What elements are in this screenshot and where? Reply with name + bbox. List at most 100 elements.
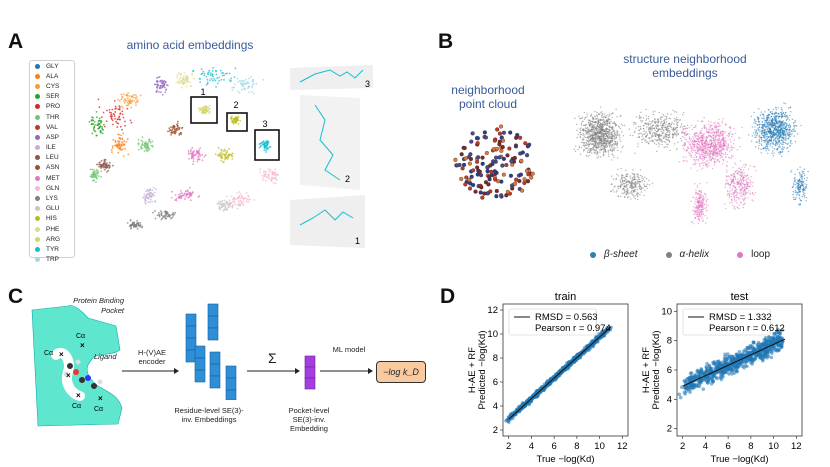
embedding-point (601, 146, 603, 149)
embedding-point (171, 216, 174, 219)
embedding-point (697, 139, 700, 141)
embedding-point (779, 151, 781, 153)
embedding-point (120, 144, 123, 147)
embedding-point (148, 147, 151, 150)
embedding-point (782, 120, 784, 122)
embedding-point (599, 156, 602, 158)
embedding-point (703, 150, 705, 153)
embedding-point (202, 70, 205, 73)
embedding-point (589, 122, 592, 124)
embedding-point (123, 143, 126, 146)
inset-box-1 (190, 96, 218, 124)
atom (467, 154, 472, 160)
atom (478, 190, 483, 195)
embedding-point (749, 165, 752, 167)
embedding-point (603, 135, 605, 137)
embedding-point (794, 124, 797, 127)
embedding-point (730, 193, 733, 195)
embedding-point (600, 112, 602, 114)
embedding-point (691, 141, 693, 143)
embedding-point (262, 140, 264, 143)
embedding-point (630, 198, 632, 200)
embedding-point (696, 186, 699, 189)
embedding-point (784, 111, 787, 114)
embedding-point (662, 131, 664, 133)
embedding-point (789, 106, 792, 108)
embedding-point (591, 125, 593, 127)
embedding-point (786, 147, 788, 150)
embedding-point (176, 124, 179, 127)
embedding-point (611, 139, 613, 142)
embedding-point (637, 136, 639, 139)
embedding-point (155, 91, 158, 93)
embedding-point (264, 170, 267, 173)
embedding-point (136, 100, 139, 103)
atom (518, 135, 523, 140)
legend-dot (35, 216, 40, 222)
embedding-point (728, 151, 731, 153)
embedding-point (582, 150, 585, 152)
embedding-point (192, 70, 194, 72)
embedding-point (727, 190, 729, 193)
embedding-point (203, 72, 206, 75)
embedding-point (654, 129, 656, 131)
embedding-point (619, 128, 622, 130)
embedding-point (731, 189, 733, 192)
embedding-point (255, 82, 258, 85)
embedding-point (662, 126, 664, 128)
embedding-point (263, 170, 265, 173)
embedding-point (690, 138, 693, 140)
embedding-point (692, 145, 694, 148)
embedding-point (98, 120, 100, 122)
embedding-point (793, 127, 796, 129)
embedding-point (734, 200, 736, 202)
embedding-point (665, 123, 667, 126)
embedding-point (224, 72, 227, 75)
embedding-point (677, 132, 679, 135)
embedding-point (712, 143, 714, 145)
embedding-point (660, 118, 662, 121)
legend-dot (35, 124, 40, 130)
embedding-point (224, 158, 226, 161)
embedding-point (147, 149, 150, 152)
embedding-point (126, 101, 129, 104)
embedding-point (259, 168, 262, 170)
embedding-point (782, 123, 785, 125)
embedding-point (613, 149, 615, 152)
embedding-point (710, 142, 713, 144)
atom (504, 193, 509, 198)
embedding-point (612, 148, 615, 150)
embedding-point (730, 182, 733, 185)
embedding-point (732, 128, 735, 130)
embedding-point (579, 153, 582, 156)
embedding-point (714, 125, 716, 127)
embedding-point (611, 149, 613, 151)
embedding-point (184, 195, 187, 198)
embedding-point (765, 150, 767, 152)
embedding-point (614, 133, 617, 135)
embedding-point (735, 190, 737, 192)
embedding-point (230, 202, 233, 204)
embedding-point (781, 148, 783, 150)
embedding-point (694, 217, 696, 220)
embedding-point (158, 213, 160, 216)
embedding-point (644, 140, 646, 142)
atom (513, 181, 518, 186)
atom (492, 169, 497, 174)
embedding-point (602, 155, 605, 157)
embedding-point (764, 135, 766, 137)
embedding-point (622, 145, 624, 147)
embedding-point (732, 193, 735, 195)
embedding-point (642, 119, 644, 122)
embedding-point (737, 170, 739, 172)
embedding-point (759, 131, 761, 133)
embedding-point (724, 151, 727, 154)
embedding-point (589, 134, 591, 136)
embedding-point (759, 114, 762, 116)
embedding-point (586, 132, 588, 135)
embedding-point (609, 136, 612, 138)
embedding-point (616, 140, 619, 143)
embedding-point (744, 163, 747, 165)
embedding-point (188, 186, 191, 189)
embedding-point (749, 193, 752, 195)
